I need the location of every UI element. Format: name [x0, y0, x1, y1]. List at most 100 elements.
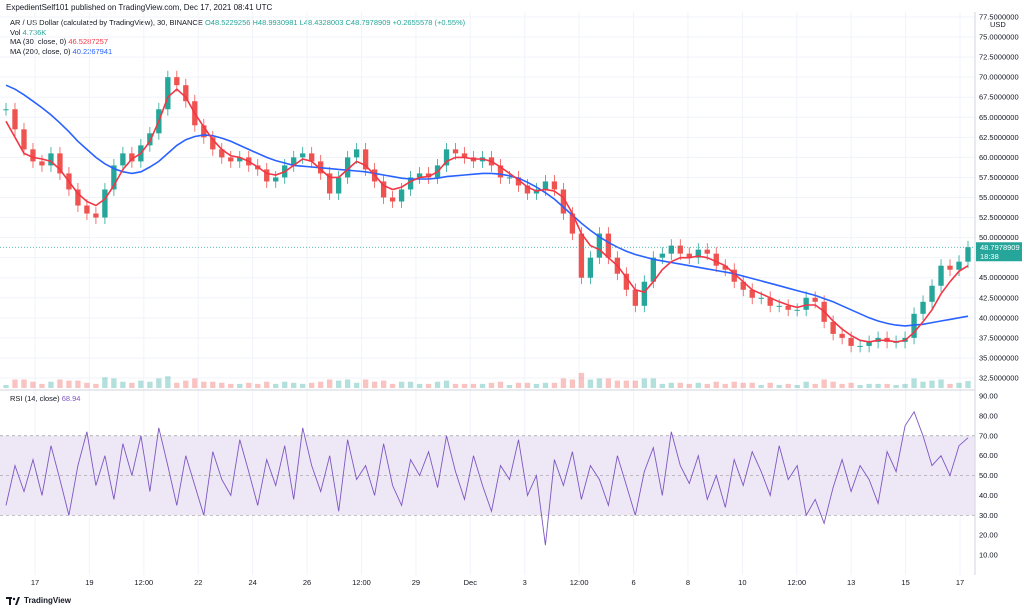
price-tick-label: 67.5000000	[979, 93, 1019, 102]
volume-bar	[623, 380, 630, 388]
time-tick-label: 26	[303, 578, 311, 587]
volume-bar	[30, 381, 36, 388]
candle-body	[587, 257, 594, 278]
volume-bar	[452, 383, 459, 388]
price-tick-label: 57.5000000	[979, 173, 1019, 182]
candle-body	[425, 173, 432, 178]
time-tick-label: 12:00	[352, 578, 371, 587]
volume-bar	[165, 376, 171, 388]
volume-bar	[893, 385, 899, 388]
candle-body	[201, 125, 207, 138]
price-tick-label: 62.5000000	[979, 133, 1019, 142]
candle-body	[39, 161, 45, 166]
rsi-tick-label: 30.00	[979, 511, 998, 520]
candle-body	[677, 245, 683, 254]
price-tick-label: 35.0000000	[979, 353, 1019, 362]
price-axis[interactable]: 77.5000000 75.0000000 72.5000000 70.0000000…	[979, 13, 1019, 383]
time-tick-label: 13	[847, 578, 855, 587]
volume-bar	[821, 379, 827, 388]
rsi-tick-label: 80.00	[979, 411, 998, 420]
price-axis-unit: USD	[990, 20, 1006, 29]
volume-bar	[848, 382, 854, 388]
time-tick-label: 19	[85, 578, 93, 587]
candle-body	[524, 185, 531, 194]
tradingview-footer: TradingView	[6, 596, 71, 605]
candle-body	[515, 177, 522, 186]
rsi-axis[interactable]: 90.00 80.00 70.00 60.00 50.00 40.00 30.00 20.00…	[979, 391, 998, 559]
volume-bar	[39, 383, 45, 388]
time-axis[interactable]: 17 19 12:00 22 24 26 12:00 29 Dec 3 12:00 6 8 10 12:00…	[31, 578, 964, 587]
volume-bar	[228, 383, 234, 388]
time-tick-label: 10	[738, 578, 746, 587]
candle-body	[929, 285, 935, 302]
volume-bar	[686, 383, 692, 388]
volume-bar	[192, 378, 198, 388]
candle-body	[291, 157, 297, 166]
candle-body	[210, 137, 216, 150]
candle-body	[758, 297, 764, 299]
time-tick-label: 17	[956, 578, 964, 587]
volume-bar	[479, 383, 486, 388]
volume-bar	[569, 379, 576, 388]
volume-bar	[938, 379, 944, 388]
volume-bar	[776, 385, 782, 388]
ma30-label: MA (30, close, 0)	[10, 37, 67, 47]
time-tick-label: 15	[901, 578, 909, 587]
volume-row: Vol 4.736K	[10, 28, 465, 38]
volume-bar	[488, 382, 495, 388]
candle-body	[398, 189, 405, 202]
candle-body	[111, 165, 117, 190]
rsi-tick-label: 70.00	[979, 431, 998, 440]
tradingview-logo-icon	[6, 596, 20, 605]
volume-bar	[111, 378, 117, 388]
candle-body	[713, 253, 719, 266]
volume-bar	[749, 382, 755, 388]
volume-bar	[318, 381, 324, 388]
symbol-line: AR / US Dollar (calculated by TradingVie…	[10, 18, 203, 27]
candle-body	[848, 337, 854, 346]
candle-body	[686, 253, 692, 258]
volume-bar	[533, 383, 540, 388]
volume-bar	[129, 382, 135, 388]
price-tick-label: 50.0000000	[979, 233, 1019, 242]
candle-body	[21, 129, 27, 150]
chart-legend: AR / US Dollar (calculated by TradingVie…	[10, 18, 465, 56]
last-price-value: 48.7978909	[980, 243, 1020, 252]
candle-body	[785, 305, 791, 310]
candle-body	[767, 297, 773, 306]
rsi-tick-label: 50.00	[979, 471, 998, 480]
candle-body	[353, 149, 360, 158]
volume-bar	[174, 382, 180, 388]
candle-body	[452, 149, 459, 154]
candle-body	[704, 249, 710, 254]
volume-bar	[497, 381, 504, 388]
volume-bar	[138, 380, 144, 388]
candle-body	[48, 153, 54, 166]
ma200-label: MA (200, close, 0)	[10, 46, 71, 56]
price-tick-label: 77.5000000	[979, 13, 1019, 22]
candle-body	[407, 177, 414, 190]
volume-bar	[93, 383, 99, 388]
candle-body	[695, 249, 701, 258]
volume-bar	[830, 381, 836, 388]
candle-body	[965, 247, 971, 262]
candle-body	[497, 165, 504, 178]
candle-body	[335, 177, 342, 194]
ma200-line	[5, 84, 969, 327]
price-tick-label: 42.5000000	[979, 293, 1019, 302]
volume-bar	[677, 382, 683, 388]
rsi-line	[5, 410, 969, 546]
candle-body	[174, 77, 180, 86]
volume-bar	[632, 380, 639, 388]
volume-bar	[416, 383, 423, 388]
volume-bar	[578, 372, 585, 388]
rsi-tick-label: 40.00	[979, 491, 998, 500]
rsi-guide-lines	[0, 435, 975, 516]
candle-body	[75, 189, 81, 206]
ma30-row: MA (30, close, 0) 46.5287257	[10, 37, 465, 47]
volume-bar	[641, 378, 648, 388]
bar-countdown: 18:38	[980, 252, 999, 261]
rsi-value: 68.94	[61, 394, 81, 403]
candle-body	[147, 133, 153, 146]
